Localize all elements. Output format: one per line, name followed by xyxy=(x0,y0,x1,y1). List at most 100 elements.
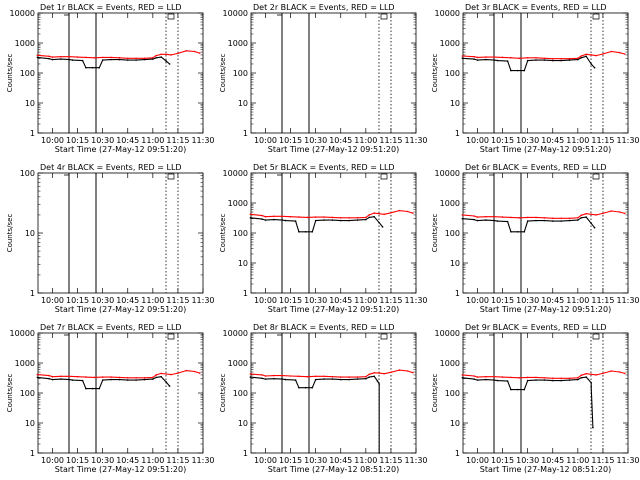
data-point-events xyxy=(516,231,519,233)
data-point-events xyxy=(493,219,496,222)
data-point-lld xyxy=(185,369,188,372)
data-point-lld xyxy=(501,56,504,59)
x-tick-label: 10:45 xyxy=(116,456,139,465)
chart-panel-8: Det 8r BLACK = Events, RED = LLD 1 10 100 10… xyxy=(219,323,428,474)
data-point-lld xyxy=(101,56,104,59)
y-tick-label: 10000 xyxy=(223,9,248,18)
x-tick-label: 10:45 xyxy=(329,136,352,145)
data-point-lld xyxy=(580,374,582,377)
data-point-lld xyxy=(348,376,350,378)
chart-panel-7: Det 7r BLACK = Events, RED = LLD 1 10 100 10… xyxy=(6,323,215,474)
x-tick-label: 11:30 xyxy=(404,296,427,305)
y-tick-label: 10 xyxy=(238,419,248,428)
x-tick-label: 11:00 xyxy=(354,136,377,145)
data-point-events xyxy=(110,58,112,61)
data-point-events xyxy=(152,378,154,380)
data-point-lld xyxy=(368,373,371,376)
series-line-lld xyxy=(462,50,625,60)
series-line-lld xyxy=(250,369,413,378)
x-tick-label: 11:00 xyxy=(566,296,589,305)
data-point-lld xyxy=(485,375,487,378)
data-point-lld xyxy=(339,376,342,378)
x-tick-label: 10:00 xyxy=(254,296,277,305)
data-point-events xyxy=(535,219,537,222)
data-point-events xyxy=(568,59,571,61)
x-tick-label: 11:00 xyxy=(141,136,164,145)
data-point-lld xyxy=(493,215,496,218)
data-point-lld xyxy=(165,53,167,56)
x-tick-label: 11:15 xyxy=(591,296,614,305)
data-point-events xyxy=(590,381,592,384)
data-point-lld xyxy=(560,57,562,60)
x-tick-label: 11:30 xyxy=(616,456,639,465)
data-point-lld xyxy=(493,56,496,58)
data-point-events xyxy=(526,379,529,382)
x-axis-label: Start Time (27-May-12 09:51:20) xyxy=(55,465,186,474)
data-point-events xyxy=(273,377,275,380)
data-point-lld xyxy=(518,57,521,60)
y-axis-label: Counts/sec xyxy=(6,54,14,93)
x-tick-label: 10:45 xyxy=(329,296,352,305)
interval-bracket xyxy=(167,173,175,180)
y-tick-label: 100 xyxy=(20,69,35,78)
data-point-events xyxy=(126,59,129,61)
y-tick-label: 10000 xyxy=(435,329,460,338)
data-point-lld xyxy=(398,209,401,212)
x-tick-label: 10:30 xyxy=(304,136,327,145)
data-point-lld xyxy=(264,375,267,377)
x-tick-label: 11:30 xyxy=(616,136,639,145)
data-point-lld xyxy=(51,375,54,378)
series-line-events xyxy=(37,56,170,69)
data-point-lld xyxy=(461,374,464,376)
x-tick-label: 10:15 xyxy=(279,296,302,305)
x-tick-label: 10:00 xyxy=(466,136,489,145)
data-point-events xyxy=(264,378,267,380)
data-point-lld xyxy=(378,212,381,215)
data-point-events xyxy=(543,219,546,222)
x-axis-label: Start Time (27-May-12 09:51:20) xyxy=(480,145,611,154)
data-point-events xyxy=(356,219,359,221)
data-point-lld xyxy=(165,373,167,375)
data-point-lld xyxy=(406,210,409,213)
data-point-lld xyxy=(461,55,464,57)
series-line-events xyxy=(462,376,594,428)
y-tick-label: 10000 xyxy=(223,169,248,178)
data-point-events xyxy=(585,55,587,58)
data-point-lld xyxy=(281,374,284,377)
data-point-lld xyxy=(118,376,121,379)
data-point-events xyxy=(510,388,512,391)
y-axis-label: Counts/sec xyxy=(219,374,227,413)
y-tick-label: 100 xyxy=(445,389,460,398)
data-point-events xyxy=(381,226,384,228)
data-point-lld xyxy=(543,57,546,60)
y-tick-label: 1000 xyxy=(15,39,35,48)
data-point-events xyxy=(304,386,307,389)
y-tick-label: 1 xyxy=(30,289,35,298)
data-point-events xyxy=(152,58,154,60)
x-tick-label: 10:15 xyxy=(491,296,514,305)
data-point-lld xyxy=(473,375,475,377)
y-tick-label: 1 xyxy=(455,449,460,458)
data-point-lld xyxy=(590,213,592,216)
x-axis-label: Start Time (27-May-12 09:51:20) xyxy=(480,305,611,314)
y-tick-label: 1000 xyxy=(440,359,460,368)
data-point-events xyxy=(551,59,554,62)
x-tick-label: 11:15 xyxy=(591,136,614,145)
data-point-lld xyxy=(193,50,196,53)
data-point-lld xyxy=(85,56,87,59)
data-point-lld xyxy=(560,217,562,220)
data-point-lld xyxy=(543,377,546,379)
data-point-lld xyxy=(518,217,521,219)
data-point-events xyxy=(580,217,582,219)
data-point-events xyxy=(585,376,587,378)
data-point-lld xyxy=(152,57,154,59)
data-point-events xyxy=(311,386,314,389)
data-point-lld xyxy=(590,54,592,56)
y-axis-label: Counts/sec xyxy=(431,54,439,93)
data-point-events xyxy=(36,376,39,379)
data-point-lld xyxy=(518,377,521,379)
data-point-lld xyxy=(155,374,157,376)
y-tick-label: 100 xyxy=(445,229,460,238)
y-axis-label: Counts/sec xyxy=(6,374,14,413)
